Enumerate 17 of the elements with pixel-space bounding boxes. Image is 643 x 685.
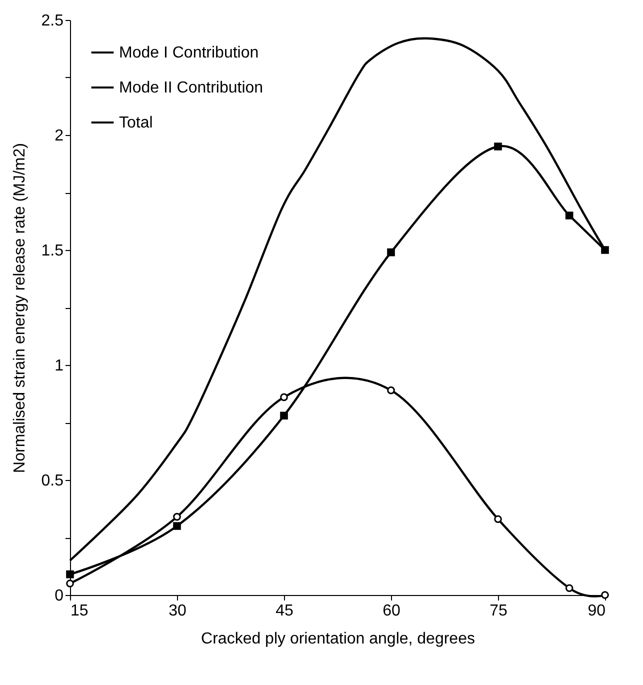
x-tick-label: 60 bbox=[382, 602, 400, 620]
y-tick-label: 0.5 bbox=[41, 472, 64, 490]
x-tick-label: 15 bbox=[70, 602, 88, 620]
x-tick-label: 75 bbox=[490, 602, 508, 620]
y-tick-label: 0 bbox=[54, 588, 64, 604]
y-tick-label: 2.5 bbox=[41, 12, 64, 30]
x-tick-label: 30 bbox=[168, 602, 186, 620]
x-axis-title: Cracked ply orientation angle, degrees bbox=[201, 630, 475, 648]
x-tick-label: 90 bbox=[588, 602, 606, 620]
legend-label: Mode I Contribution bbox=[119, 44, 259, 62]
y-tick-label: 2 bbox=[54, 128, 64, 144]
x-tick-label: 45 bbox=[276, 602, 294, 620]
y-tick-label: 1 bbox=[54, 358, 64, 374]
y-axis-title: Normalised strain energy release rate (MJ/m2) bbox=[11, 143, 28, 473]
y-tick-label: 1.5 bbox=[41, 242, 64, 260]
legend-label: Total bbox=[119, 114, 153, 132]
legend-label: Mode II Contribution bbox=[119, 80, 264, 96]
